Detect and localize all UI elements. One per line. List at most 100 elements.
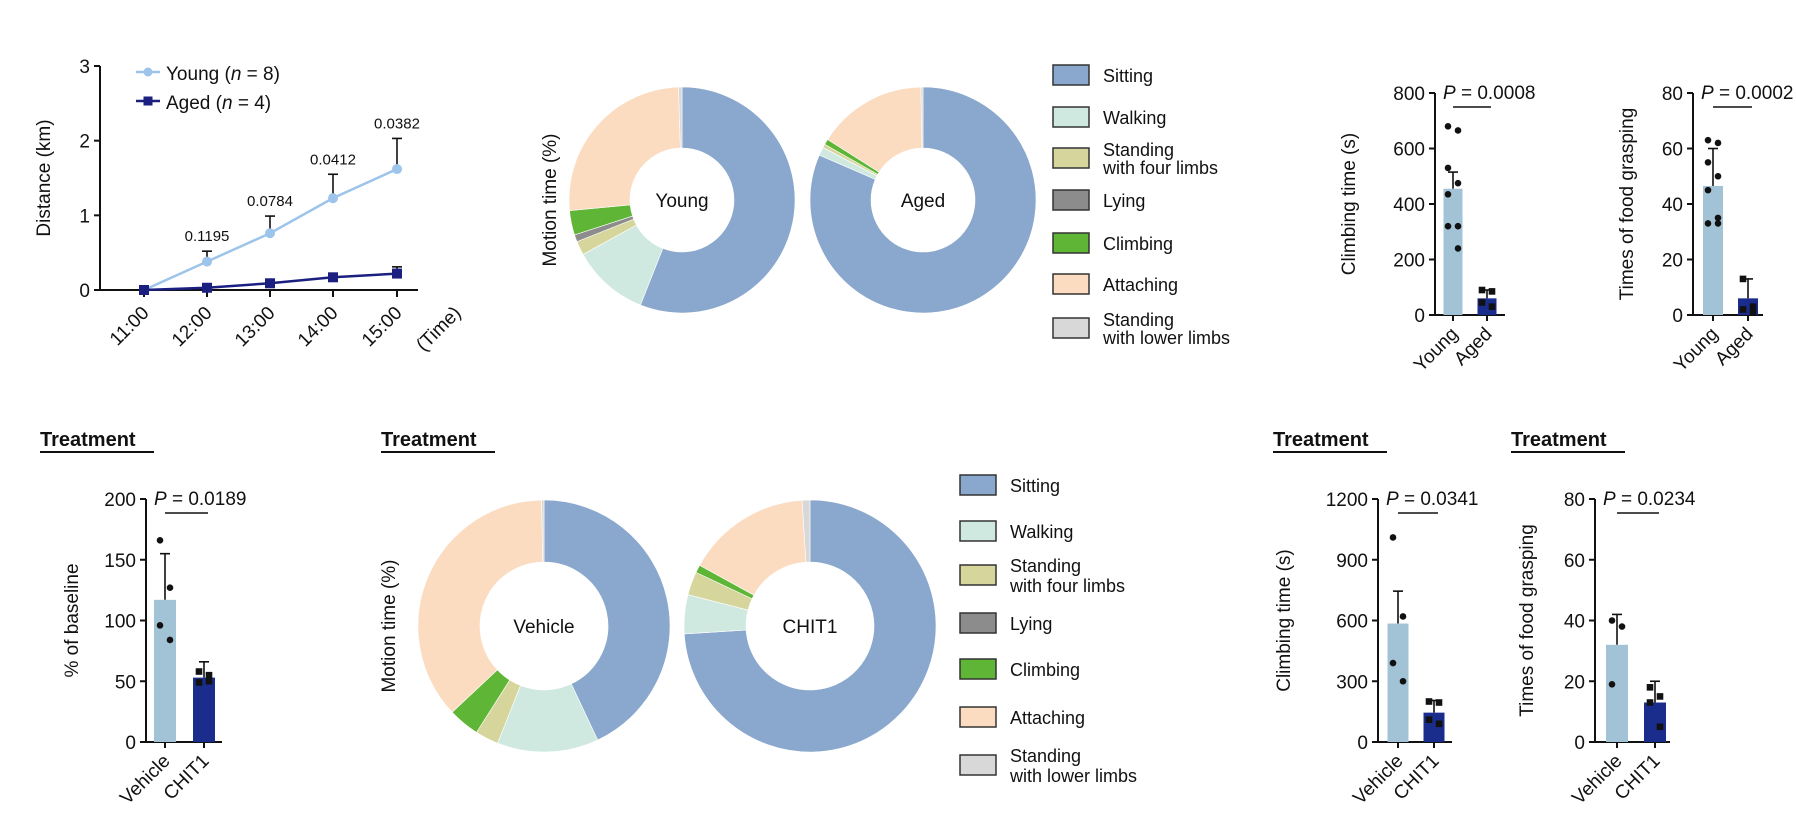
data-point xyxy=(156,537,164,544)
y-tick-label: 900 xyxy=(1336,551,1368,572)
data-point xyxy=(1656,693,1664,700)
bar-young xyxy=(1703,185,1723,315)
legend-swatch xyxy=(1052,232,1090,254)
p-value-annotation: 0.0412 xyxy=(310,151,356,168)
y-tick-label: 600 xyxy=(1393,140,1425,161)
x-tick-label: 11:00 xyxy=(106,303,153,350)
data-point xyxy=(1749,303,1757,310)
y-axis-label: Climbing time (s) xyxy=(1339,133,1360,276)
y-tick-label: 3 xyxy=(79,57,90,78)
data-point xyxy=(1704,136,1712,144)
data-point xyxy=(1714,220,1722,227)
data-point xyxy=(166,636,174,644)
treatment-heading-3: Treatment xyxy=(1273,429,1387,453)
p-value-annotation: 0.1195 xyxy=(185,228,230,245)
legend-swatch xyxy=(959,474,997,496)
y-tick-label: 40 xyxy=(1662,195,1683,216)
p-value-label: P = 0.0341 xyxy=(1386,489,1478,510)
data-point xyxy=(1389,659,1397,667)
y-tick-label: 0 xyxy=(1672,306,1683,327)
food-grasping-age-bar-chart: 0 20 40 60 80 Times of food grasping YoungAged… xyxy=(1617,83,1793,376)
vehicle-donut-chart: Vehicle Motion time (%) xyxy=(379,499,671,753)
y-tick-label: 0 xyxy=(79,281,90,302)
data-point xyxy=(195,668,203,675)
y-tick-label: 20 xyxy=(1662,251,1683,272)
legend-label: Lying xyxy=(1103,191,1145,211)
x-tick-label: 15:00 xyxy=(358,303,406,351)
pie-slice-sitting xyxy=(683,499,937,753)
legend-label: Standing xyxy=(1010,746,1081,766)
p-value-annotation: 0.0784 xyxy=(247,193,293,210)
legend-label: with lower limbs xyxy=(1009,766,1137,786)
y-tick-label: 40 xyxy=(1564,612,1585,633)
x-tick-label: 13:00 xyxy=(231,303,279,351)
p-value-label: P = 0.0008 xyxy=(1443,83,1535,104)
data-point xyxy=(1454,222,1462,230)
data-point xyxy=(1444,164,1452,172)
legend-swatch xyxy=(1052,64,1090,86)
bar-young xyxy=(1443,188,1463,315)
young-donut-chart: Young Motion time (%) xyxy=(540,86,796,314)
data-point xyxy=(392,164,402,175)
x-tick-label: CHIT1 xyxy=(160,751,214,805)
pie-slice-standing-with-lower-limbs xyxy=(541,499,545,563)
data-point xyxy=(265,228,275,239)
legend-label: Climbing xyxy=(1103,234,1173,254)
x-tick-label: Vehicle xyxy=(1568,751,1626,809)
bar-chit1 xyxy=(1644,702,1666,742)
x-tick-label: Young xyxy=(1670,324,1722,376)
y-tick-label: 2 xyxy=(79,132,90,153)
data-point xyxy=(202,256,212,267)
x-tick-label: Aged xyxy=(1450,324,1496,370)
y-axis-label: Motion time (%) xyxy=(540,133,561,266)
legend-swatch xyxy=(959,658,997,680)
legend-label: Walking xyxy=(1103,108,1166,128)
data-point xyxy=(156,622,164,629)
bar-vehicle xyxy=(154,599,176,742)
legend-label: Standing xyxy=(1103,140,1174,160)
data-point xyxy=(1444,123,1452,130)
data-point xyxy=(1739,275,1747,283)
donut-center-label: Vehicle xyxy=(513,617,574,638)
data-point xyxy=(1444,190,1452,198)
y-tick-label: 20 xyxy=(1564,672,1585,693)
data-point xyxy=(1399,613,1407,620)
legend-label: Attaching xyxy=(1103,275,1178,295)
p-value-label: P = 0.0189 xyxy=(154,489,246,510)
x-tick-label: Vehicle xyxy=(116,751,174,809)
data-point xyxy=(1425,698,1433,705)
data-point xyxy=(1488,288,1496,295)
legend-label: Walking xyxy=(1010,522,1073,542)
p-value-annotation: 0.0382 xyxy=(374,115,420,132)
y-axis-label: Distance (km) xyxy=(34,119,55,236)
y-axis-label: Times of food grasping xyxy=(1617,108,1638,301)
data-point xyxy=(1656,723,1664,731)
treatment-heading-2: Treatment xyxy=(381,429,495,453)
y-tick-label: 0 xyxy=(1414,306,1425,327)
x-tick-label: 14:00 xyxy=(294,303,342,351)
data-point xyxy=(195,679,203,686)
y-axis-label: % of baseline xyxy=(62,563,83,677)
y-tick-label: 800 xyxy=(1393,84,1425,105)
heading-text: Treatment xyxy=(40,429,136,451)
y-tick-label: 0 xyxy=(1574,733,1585,754)
data-point xyxy=(1608,680,1616,688)
legend-swatch xyxy=(959,564,997,586)
donut-center-label: CHIT1 xyxy=(783,617,838,638)
x-tick-label: Aged xyxy=(1711,324,1757,370)
y-tick-label: 80 xyxy=(1564,490,1585,511)
heading-text: Treatment xyxy=(381,429,477,451)
treatment-heading-1: Treatment xyxy=(40,429,154,453)
y-tick-label: 300 xyxy=(1336,672,1368,693)
pie-slice-sitting xyxy=(543,499,671,741)
data-point xyxy=(1618,623,1626,630)
bar-vehicle xyxy=(1606,644,1628,742)
y-tick-label: 0 xyxy=(1357,733,1368,754)
bar-chit1 xyxy=(193,677,215,742)
y-tick-label: 50 xyxy=(115,672,136,693)
p-value-label: P = 0.0002 xyxy=(1701,83,1793,104)
data-point xyxy=(392,268,402,279)
y-tick-label: 1200 xyxy=(1326,490,1368,511)
